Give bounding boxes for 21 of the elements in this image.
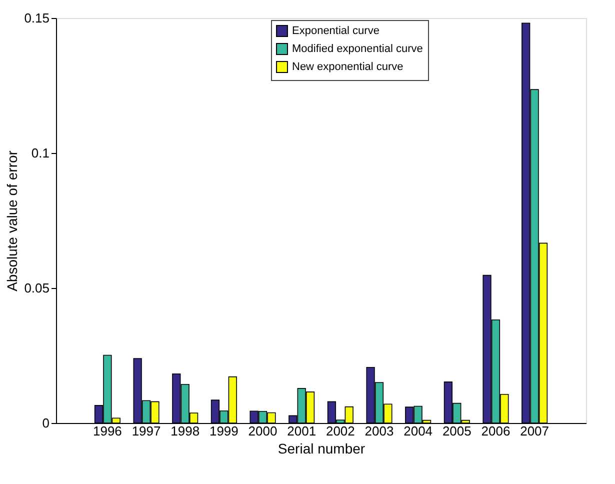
x-tick-label: 2007 [520,424,550,438]
x-tick-label: 1997 [132,424,161,438]
x-tick-label: 1998 [170,424,200,438]
x-tick-label: 1996 [92,424,122,438]
x-tick-label: 1999 [209,424,238,438]
y-axis-title: Absolute value of error [4,150,20,292]
x-tick-label: 2006 [481,424,510,438]
y-tick-label: 0.05 [24,280,50,296]
x-tick-label: 2003 [364,424,394,438]
x-tick-label: 2001 [287,424,316,438]
x-axis-title: Serial number [278,440,366,456]
x-tick-label: 2000 [248,424,278,438]
legend-label: New exponential curve [292,61,404,73]
y-tick-label: 0 [42,416,50,430]
y-tick-label: 0.1 [31,146,50,160]
x-tick-label: 2005 [442,424,472,438]
legend-label: Modified exponential curve [292,43,423,55]
x-tick-label: 2002 [326,424,355,438]
x-tick-label: 2004 [404,424,433,438]
y-tick-label: 0.15 [24,10,50,26]
legend-label: Exponential curve [292,25,380,37]
